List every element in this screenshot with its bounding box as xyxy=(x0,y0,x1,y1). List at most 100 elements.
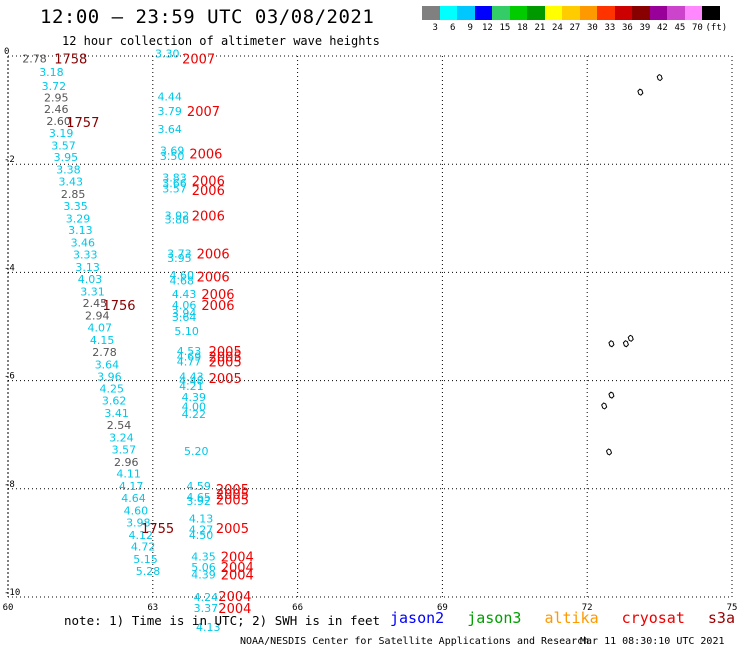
wave-height-value: 2.60 xyxy=(46,115,71,128)
colorbar-swatch xyxy=(632,6,650,20)
pass-time-label: 2006 xyxy=(201,299,234,314)
wave-height-value: 4.43 xyxy=(179,370,204,383)
wave-height-value: 4.60 xyxy=(170,269,195,282)
wave-height-value: 4.13 xyxy=(189,513,214,526)
colorbar-swatch xyxy=(509,6,527,20)
pass-time-label: 2007 xyxy=(182,53,215,68)
colorbar-swatch xyxy=(457,6,475,20)
wave-height-value: 4.68 xyxy=(170,275,195,288)
wave-height-value: 4.27 xyxy=(189,523,214,536)
pass-time-label: 2004 xyxy=(218,602,251,617)
pass-time-label: 2006 xyxy=(201,288,234,303)
pass-time-label: 2006 xyxy=(192,210,225,225)
colorbar-swatch xyxy=(439,6,457,20)
x-tick-label: 63 xyxy=(147,603,158,613)
wave-height-value: 2.85 xyxy=(61,188,86,201)
y-tick-label: -10 xyxy=(4,588,20,598)
island-outline xyxy=(622,340,629,348)
coastline-islands xyxy=(601,73,663,456)
credit-line: NOAA/NESDIS Center for Satellite Applica… xyxy=(240,636,590,647)
pass-time-label: 2007 xyxy=(187,105,220,120)
wave-height-value: 3.92 xyxy=(186,495,211,508)
legend-altika: altika xyxy=(544,609,599,627)
page-title: 12:00 – 23:59 UTC 03/08/2021 xyxy=(40,6,375,28)
generation-timestamp: Mar 11 08:30:10 UTC 2021 xyxy=(580,636,725,647)
wave-height-value: 4.59 xyxy=(186,480,211,493)
wave-height-value: 4.12 xyxy=(128,529,153,542)
wave-height-value: 3.29 xyxy=(66,212,91,225)
wave-height-value: 3.24 xyxy=(109,431,134,444)
wave-height-value: 3.38 xyxy=(56,164,81,177)
wave-height-value: 4.72 xyxy=(131,541,156,554)
wave-height-value: 4.35 xyxy=(191,550,216,563)
pass-time-label: 2005 xyxy=(216,522,249,537)
wave-height-value: 4.44 xyxy=(157,91,182,104)
pass-time-label: 2006 xyxy=(192,174,225,189)
colorbar-swatch xyxy=(422,6,440,20)
pass-time-label: 1755 xyxy=(141,522,174,537)
wave-height-value: 3.96 xyxy=(97,370,122,383)
island-outline xyxy=(601,402,608,410)
colorbar-label: 39 xyxy=(639,23,651,33)
map-frame xyxy=(7,55,733,598)
wave-height-value: 2.96 xyxy=(114,456,139,469)
colorbar-swatch xyxy=(562,6,580,20)
colorbar-swatch xyxy=(614,6,632,20)
wave-height-value: 3.88 xyxy=(165,213,190,226)
colorbar-label: 33 xyxy=(604,23,616,33)
wave-height-value: 3.64 xyxy=(172,311,197,324)
pass-time-label: 2005 xyxy=(216,483,249,498)
legend-jason2: jason2 xyxy=(390,609,445,627)
wave-height-value: 5.20 xyxy=(184,445,209,458)
pass-time-label: 1758 xyxy=(54,53,87,68)
legend-cryosat: cryosat xyxy=(621,609,685,627)
colorbar-swatch xyxy=(474,6,492,20)
colorbar-swatch xyxy=(544,6,562,20)
island-outline xyxy=(608,340,615,348)
colorbar-label: 15 xyxy=(499,23,511,33)
pass-time-label: 2005 xyxy=(209,356,242,371)
wave-height-value: 2.78 xyxy=(92,346,117,359)
wave-height-value: 2.46 xyxy=(44,103,69,116)
colorbar-unit: (ft) xyxy=(705,23,728,33)
x-tick-label: 72 xyxy=(582,603,593,613)
island-outline xyxy=(627,334,634,342)
wave-height-value: 4.00 xyxy=(182,401,207,414)
wave-height-value: 3.73 xyxy=(167,247,192,260)
wave-height-value: 4.65 xyxy=(186,491,211,504)
pass-time-label: 2004 xyxy=(221,550,254,565)
island-outline xyxy=(637,88,644,96)
colorbar-label: 21 xyxy=(534,23,546,33)
pass-time-label: 2006 xyxy=(197,247,230,262)
island-outline xyxy=(656,73,663,82)
wave-height-value: 3.79 xyxy=(157,105,182,118)
pass-time-label: 2006 xyxy=(189,147,222,162)
legend-s3a: s3a xyxy=(707,609,735,627)
wave-height-value: 2.94 xyxy=(85,310,110,323)
wave-height-value: 3.57 xyxy=(112,443,137,456)
wave-height-value: 4.69 xyxy=(177,350,202,363)
wave-height-value: 4.39 xyxy=(182,391,207,404)
satellite-legend: jason2 jason3 altika cryosat s3a xyxy=(390,609,740,627)
colorbar-swatch xyxy=(702,6,720,20)
colorbar-label: 18 xyxy=(517,23,528,33)
wave-height-value: 3.19 xyxy=(49,127,74,140)
wave-height-value: 4.50 xyxy=(189,529,214,542)
wave-height-value: 4.48 xyxy=(179,375,204,388)
wave-height-value: 3.18 xyxy=(39,66,64,79)
wave-height-value: 3.95 xyxy=(54,151,79,164)
wave-height-value: 3.69 xyxy=(160,145,185,158)
wave-height-value: 3.31 xyxy=(80,285,105,298)
colorbar-label: 42 xyxy=(657,23,668,33)
wave-height-value: 3.13 xyxy=(75,261,100,274)
pass-time-label: 1757 xyxy=(66,116,99,131)
wave-height-value: 5.15 xyxy=(133,553,158,566)
colorbar-swatch xyxy=(667,6,685,20)
pass-time-label: 2004 xyxy=(218,590,251,605)
wave-height-value: 4.25 xyxy=(100,383,125,396)
pass-time-label: 2004 xyxy=(221,568,254,583)
wave-height-value: 3.95 xyxy=(167,252,192,265)
colorbar-label: 9 xyxy=(467,23,473,33)
wave-height-value: 4.64 xyxy=(121,492,146,505)
colorbar-label: 3 xyxy=(432,23,438,33)
